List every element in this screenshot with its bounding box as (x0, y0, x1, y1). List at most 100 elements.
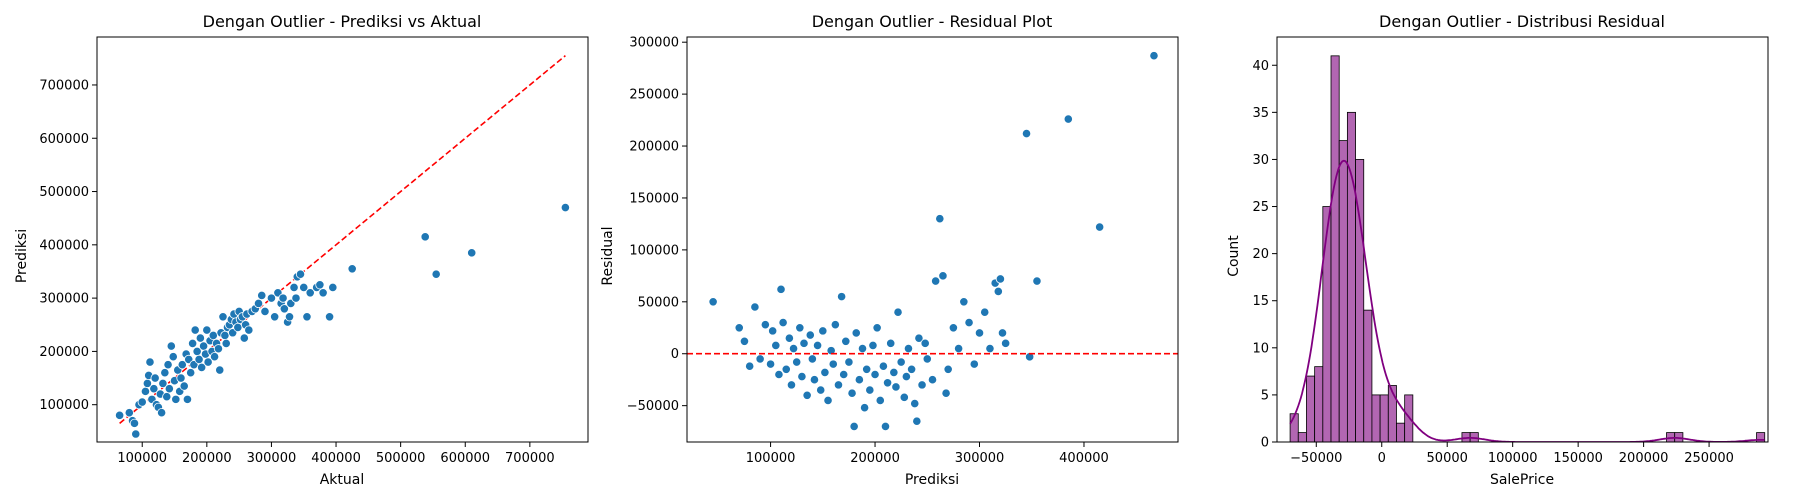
histogram-bar (1396, 422, 1406, 442)
histogram-bar (1346, 111, 1356, 442)
data-point (131, 429, 141, 439)
x-axis-label: Aktual (320, 472, 365, 488)
data-point (907, 364, 917, 374)
y-tick-label: 10 (1252, 341, 1269, 356)
data-point (823, 395, 833, 406)
data-point (253, 298, 264, 309)
data-point (420, 232, 430, 242)
data-point (891, 382, 901, 392)
histogram-bar (1387, 385, 1397, 442)
data-point (851, 328, 861, 338)
data-point (880, 421, 891, 432)
plot-frame (686, 36, 1179, 443)
data-point (220, 330, 230, 341)
data-point (964, 317, 974, 328)
x-tick-label: 250000 (1684, 451, 1734, 466)
data-point (295, 269, 306, 279)
data-point (157, 408, 167, 418)
data-point (137, 397, 147, 407)
data-point (875, 395, 885, 406)
histogram-bar (1371, 394, 1381, 442)
data-point (266, 293, 277, 303)
data-point (1149, 51, 1159, 61)
histogram-bar (1404, 394, 1414, 442)
reference-line (119, 55, 566, 424)
x-tick-label: 100000 (117, 451, 167, 466)
data-point (755, 354, 765, 364)
data-point (997, 328, 1008, 338)
x-tick-label: 700000 (505, 451, 555, 466)
data-point (959, 297, 969, 307)
y-axis-label: Residual (600, 226, 616, 285)
data-point (995, 274, 1006, 284)
data-point (221, 338, 231, 349)
data-point (941, 388, 951, 398)
plot-frame (1276, 36, 1769, 443)
data-point (922, 354, 932, 364)
data-point (841, 336, 851, 346)
data-point (244, 325, 254, 335)
data-point (771, 340, 781, 351)
data-point (776, 284, 786, 294)
data-point (765, 359, 776, 369)
data-point (745, 361, 755, 371)
data-point (291, 293, 301, 303)
histogram-bar (1314, 366, 1324, 442)
y-tick-label: 30 (1252, 153, 1269, 168)
y-tick-label: 400000 (39, 238, 89, 253)
data-point (202, 325, 212, 335)
data-point (150, 373, 160, 383)
data-point (795, 323, 805, 333)
histogram-bar (1363, 309, 1373, 442)
data-point (431, 269, 441, 279)
data-point (1063, 114, 1073, 124)
plot-area (115, 55, 570, 439)
data-point (182, 394, 193, 404)
y-tick-label: 40 (1252, 59, 1269, 74)
x-axis-label: SalePrice (1490, 472, 1554, 488)
data-point (807, 354, 817, 364)
data-point (784, 333, 794, 343)
data-point (347, 264, 357, 274)
data-point (980, 307, 990, 317)
y-axis-label: Prediksi (14, 229, 30, 283)
x-tick-label: 0 (1378, 451, 1386, 466)
x-tick-label: 200000 (182, 451, 232, 466)
y-tick-label: 200000 (39, 345, 89, 360)
data-point (849, 421, 859, 432)
data-point (129, 418, 140, 428)
data-point (203, 357, 213, 367)
y-tick-label: 0 (671, 347, 679, 362)
x-axis-label: Prediksi (905, 472, 959, 488)
data-point (882, 378, 893, 388)
data-point (177, 360, 187, 370)
data-point (857, 343, 868, 354)
y-tick-label: 700000 (39, 78, 89, 93)
data-point (893, 307, 903, 317)
data-point (781, 364, 791, 374)
y-tick-label: 300000 (629, 36, 679, 51)
data-point (974, 328, 985, 338)
data-point (305, 288, 315, 298)
data-point (912, 416, 922, 426)
data-point (188, 338, 198, 349)
data-point (948, 323, 958, 333)
data-point (839, 369, 849, 380)
data-point (560, 202, 570, 213)
data-point (324, 312, 335, 322)
x-tick-label: 200000 (1619, 451, 1669, 466)
data-point (805, 330, 815, 340)
data-point (278, 293, 288, 303)
x-tick-label: 600000 (440, 451, 490, 466)
data-point (774, 369, 784, 380)
scatter-residual-plot: Dengan Outlier - Residual Plot Prediksi … (600, 12, 1179, 488)
histogram-bar (1297, 432, 1307, 442)
data-point (760, 320, 770, 330)
data-point (954, 343, 964, 354)
histogram-bar (1322, 206, 1332, 442)
data-point (260, 306, 270, 317)
data-point (844, 357, 854, 367)
data-point (166, 341, 176, 351)
x-tick-label: 100000 (1488, 451, 1538, 466)
data-point (164, 384, 174, 394)
